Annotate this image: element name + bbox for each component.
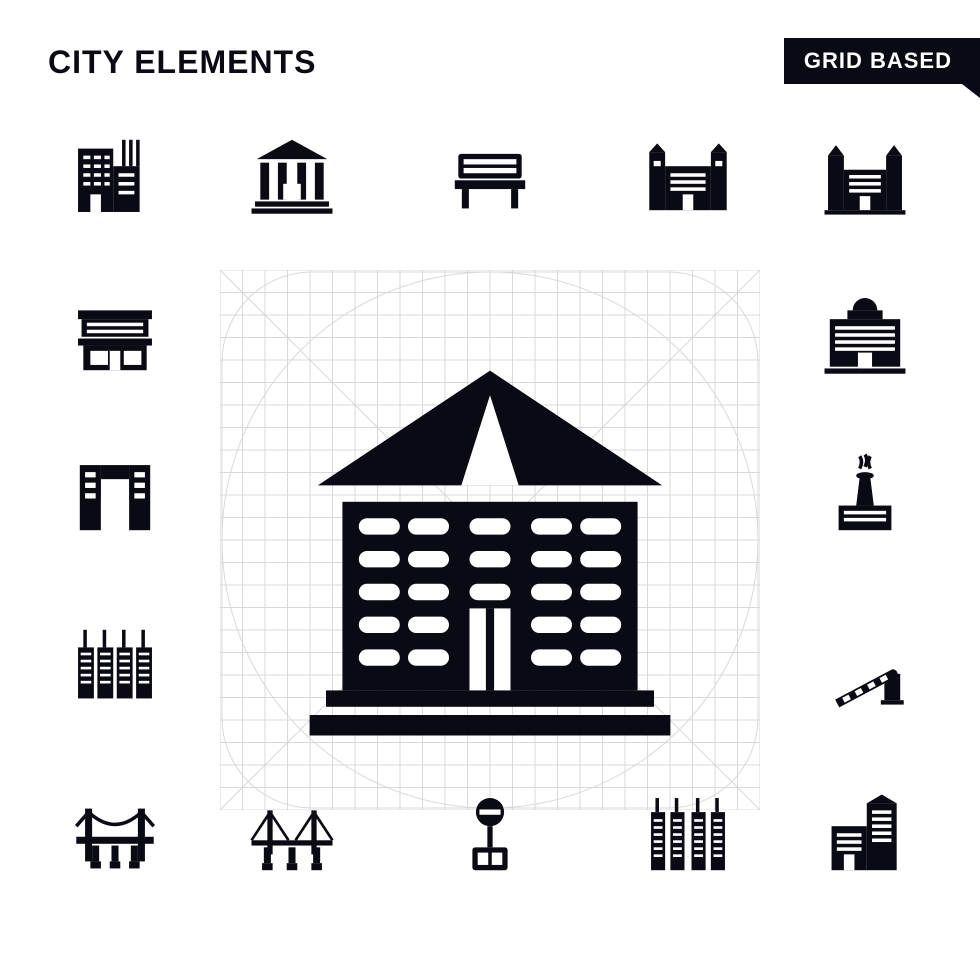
icon-stage [40, 120, 940, 920]
badge-tail [962, 84, 980, 98]
suspension-bridge-icon [60, 780, 170, 890]
badge-wrap: GRID BASED [784, 38, 980, 84]
factory-building-icon [60, 120, 170, 230]
city-gate-arch-icon [60, 440, 170, 550]
cable-bridge-icon [237, 780, 347, 890]
grid-panel [220, 270, 760, 810]
factory-chimney-icon [810, 440, 920, 550]
barrier-gate-icon [810, 610, 920, 720]
capitol-dome-icon [810, 280, 920, 390]
bank-columns-icon [237, 120, 347, 230]
storefront-icon [60, 280, 170, 390]
four-towers-icon [633, 780, 743, 890]
apartment-complex-icon [810, 780, 920, 890]
server-racks-icon [60, 610, 170, 720]
castle-wide-icon [633, 120, 743, 230]
header: CITY ELEMENTS GRID BASED [0, 0, 980, 100]
park-bench-icon [435, 120, 545, 230]
castle-towers-icon [810, 120, 920, 230]
grid-based-badge: GRID BASED [784, 38, 980, 84]
page-title: CITY ELEMENTS [48, 44, 316, 81]
traffic-sign-box-icon [435, 780, 545, 890]
featured-institution-icon [285, 346, 695, 756]
